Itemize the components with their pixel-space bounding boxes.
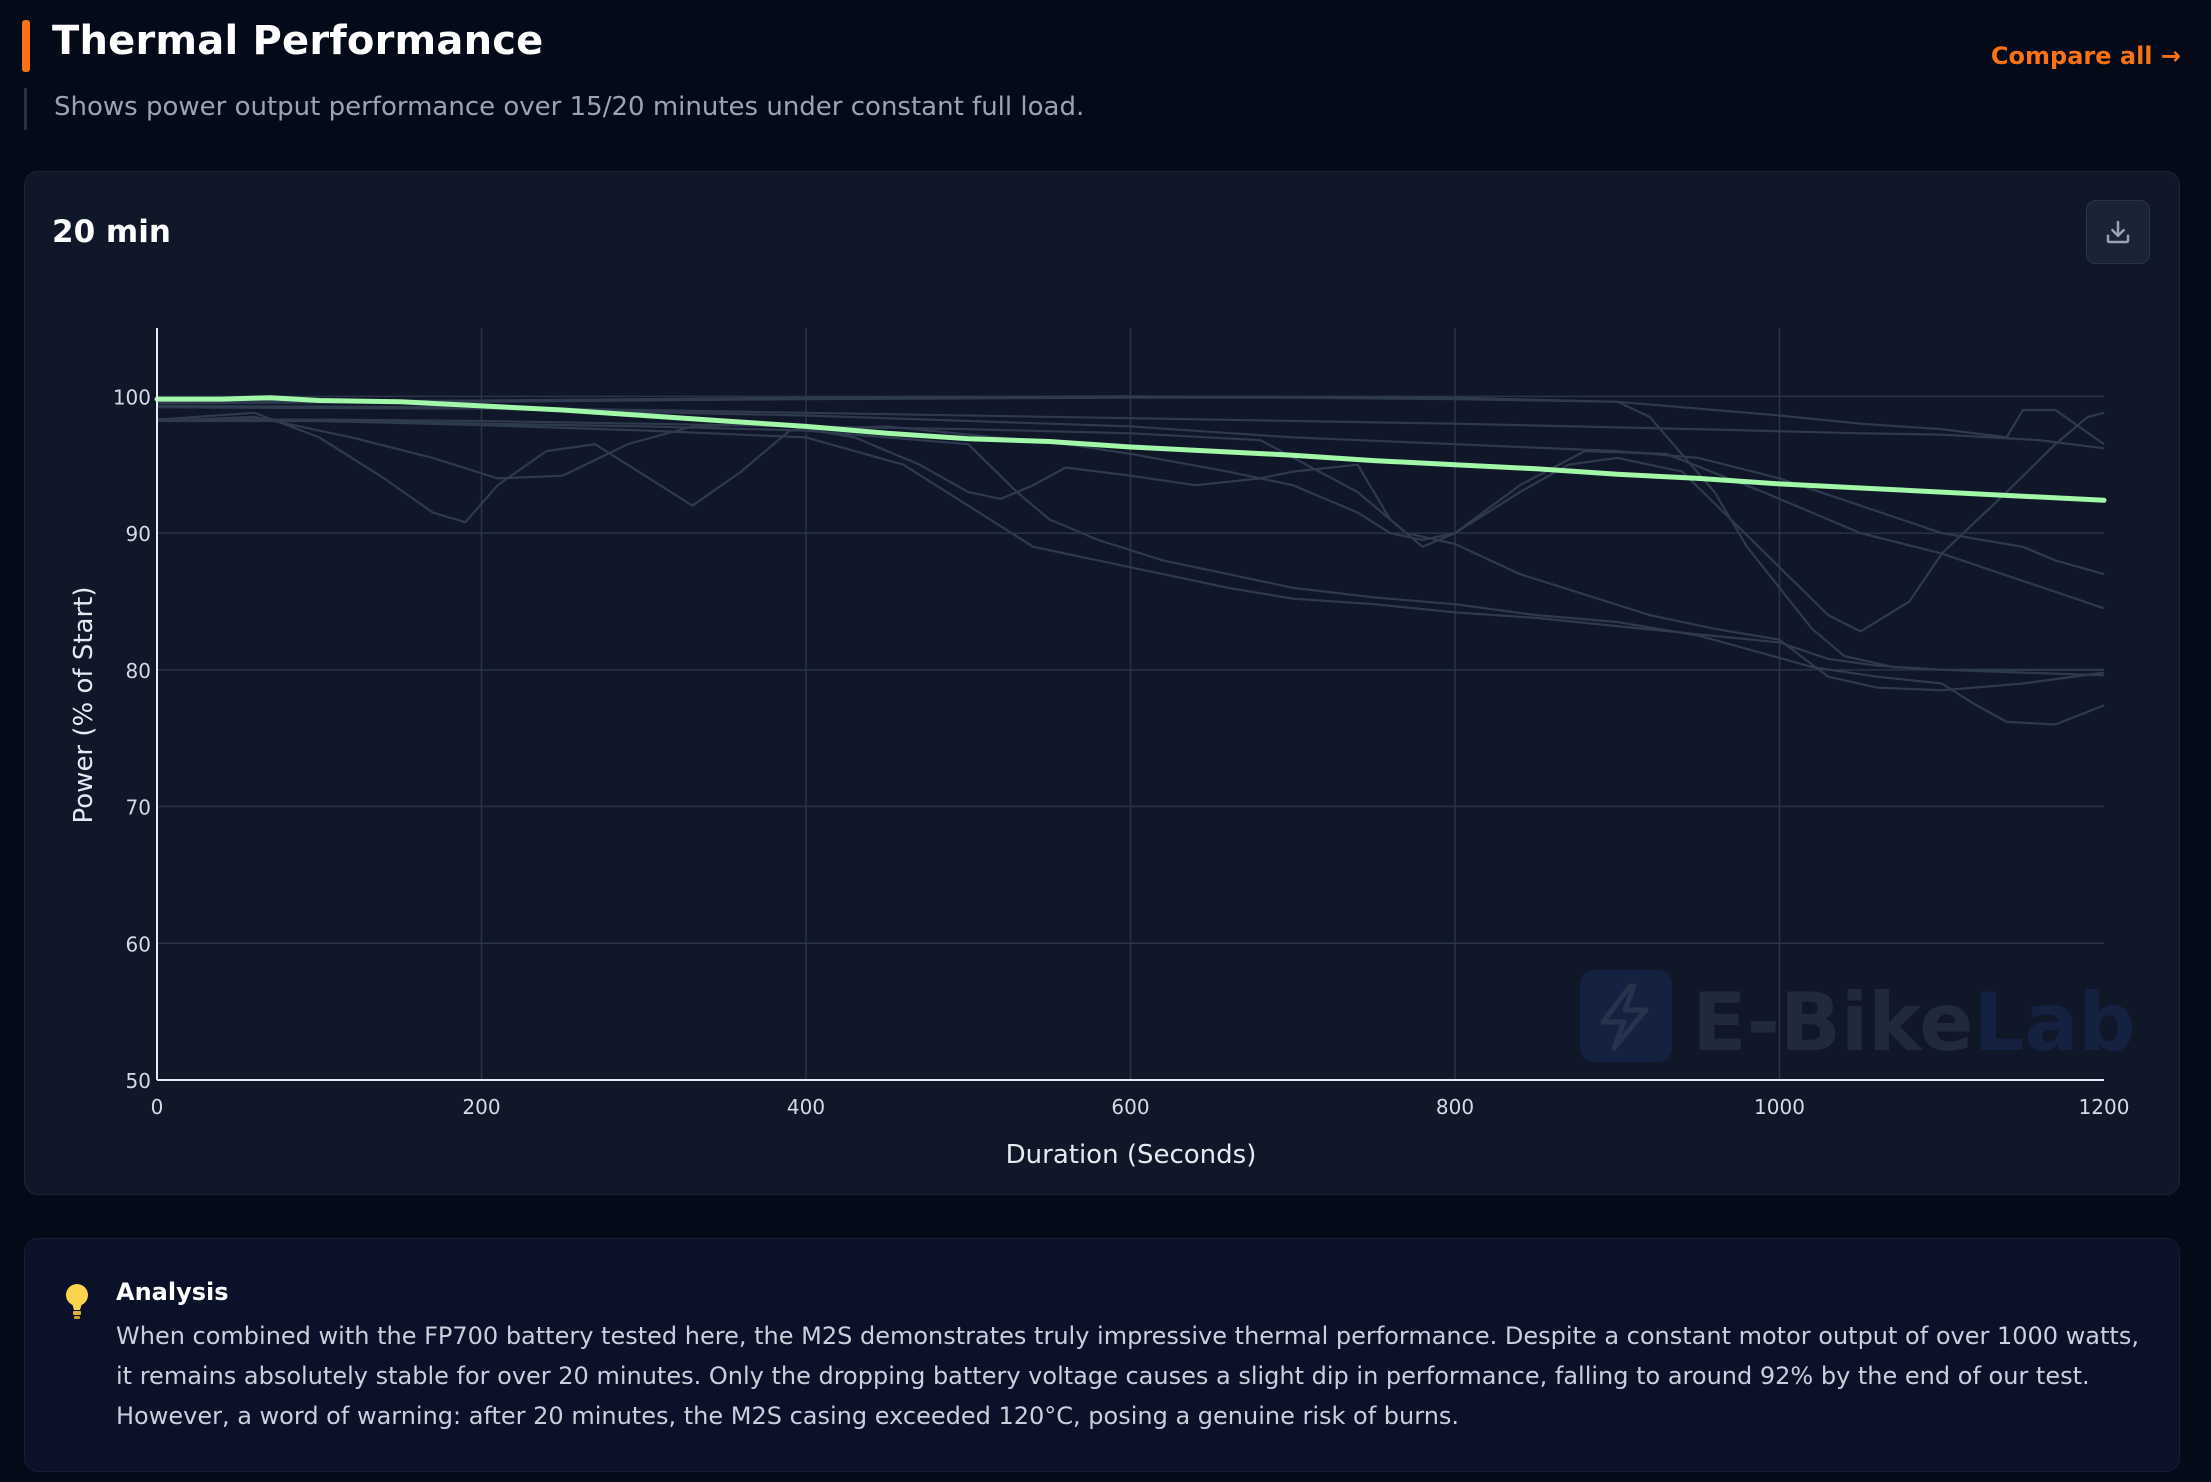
background-series-line [156, 406, 2105, 576]
x-tick-label: 0 [151, 1095, 164, 1119]
analysis-card [24, 1238, 2180, 1472]
lightning-bolt-icon [1580, 970, 1672, 1062]
y-tick-label: 70 [126, 796, 151, 820]
watermark-text: E-BikeLab [1692, 976, 2136, 1069]
analysis-text: When combined with the FP700 battery tes… [116, 1322, 2139, 1430]
background-series-line [156, 395, 2105, 446]
chart-card [24, 171, 2180, 1195]
x-tick-label: 200 [462, 1095, 500, 1119]
background-series-line [156, 396, 2105, 677]
x-tick-label: 800 [1436, 1095, 1474, 1119]
y-tick-label: 50 [126, 1069, 151, 1093]
subtitle-accent-bar [24, 88, 27, 130]
y-tick-label: 80 [126, 659, 151, 683]
compare-all-link[interactable]: Compare all → [1990, 42, 2181, 70]
chart-card-title: 20 min [52, 214, 171, 250]
download-icon [2106, 220, 2130, 244]
x-axis-label: Duration (Seconds) [1006, 1140, 1257, 1170]
background-series-line [156, 404, 2105, 450]
title-accent-bar [22, 20, 30, 72]
background-series-line [157, 418, 2105, 692]
page-title: Thermal Performance [52, 18, 544, 64]
x-tick-label: 400 [787, 1095, 825, 1119]
chart-gridlines [157, 328, 2104, 1080]
y-tick-label: 90 [126, 522, 151, 546]
highlight-series-line [154, 395, 2107, 503]
x-tick-label: 1200 [2079, 1095, 2130, 1119]
analysis-title: Analysis [116, 1278, 229, 1306]
y-tick-label: 100 [113, 385, 151, 409]
y-axis-label: Power (% of Start) [69, 587, 99, 824]
page-subtitle: Shows power output performance over 15/2… [54, 92, 1085, 122]
watermark-brand-part1: E-Bike [1692, 976, 1974, 1069]
x-tick-label: 1000 [1754, 1095, 1805, 1119]
lightbulb-icon [66, 1284, 88, 1319]
background-series-line [157, 419, 2105, 726]
lightning-bolt-glyph [1600, 983, 1649, 1051]
y-tick-label: 60 [126, 932, 151, 956]
watermark: E-BikeLab [1580, 970, 2136, 1069]
x-tick-label: 600 [1111, 1095, 1149, 1119]
background-series-line [156, 411, 2105, 633]
background-series-line [156, 418, 2104, 671]
chart-series [154, 395, 2107, 726]
download-button[interactable] [2086, 200, 2150, 264]
watermark-brand-part2: Lab [1974, 976, 2136, 1069]
